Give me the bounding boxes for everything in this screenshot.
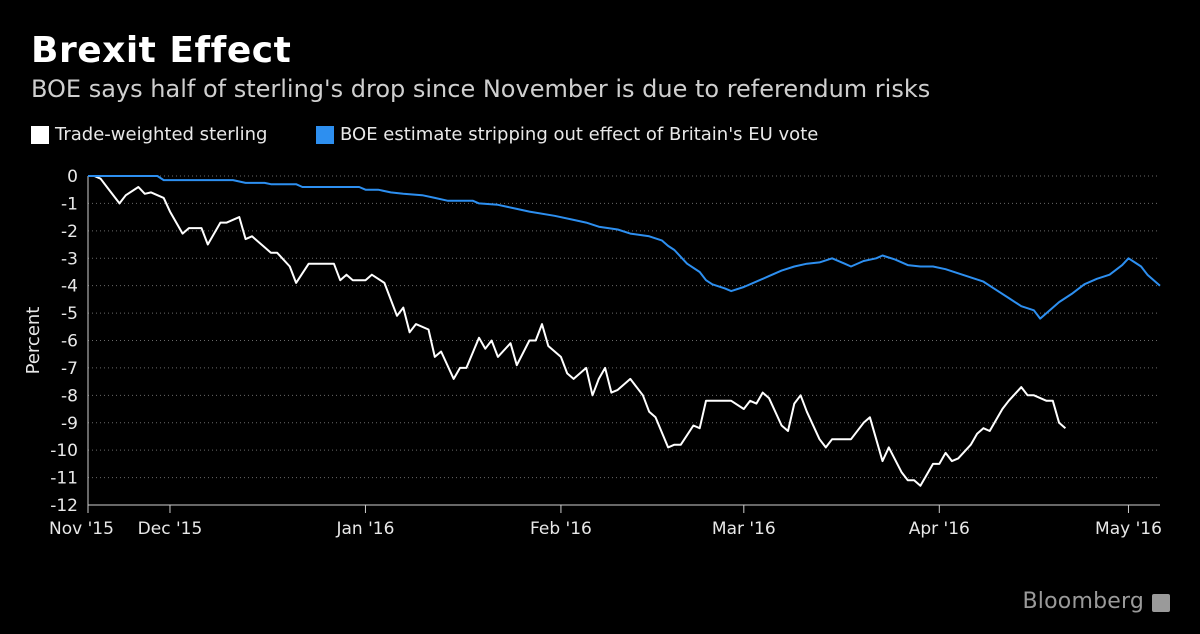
legend-item-trade-weighted: Trade-weighted sterling xyxy=(31,124,267,145)
y-tick-label: -8 xyxy=(61,386,78,406)
x-tick-label: Jan '16 xyxy=(335,519,394,539)
y-tick-label: -10 xyxy=(50,441,78,461)
y-tick-label: -7 xyxy=(61,359,78,379)
y-tick-label: -3 xyxy=(61,249,78,269)
legend-label-trade-weighted: Trade-weighted sterling xyxy=(55,124,268,145)
legend-item-boe-estimate: BOE estimate stripping out effect of Bri… xyxy=(316,124,818,145)
y-tick-label: -11 xyxy=(50,469,78,489)
y-tick-label: -4 xyxy=(61,277,78,297)
y-tick-label: -12 xyxy=(50,496,78,516)
chart-subtitle: BOE says half of sterling's drop since N… xyxy=(31,75,931,103)
x-tick-label: May '16 xyxy=(1095,519,1162,539)
chart-title: Brexit Effect xyxy=(31,30,292,71)
y-tick-label: -2 xyxy=(61,222,78,242)
y-tick-label: 0 xyxy=(67,167,78,187)
bloomberg-logo: Bloomberg xyxy=(1022,589,1144,614)
legend-label-boe-estimate: BOE estimate stripping out effect of Bri… xyxy=(340,124,819,145)
y-axis-label: Percent xyxy=(23,307,44,375)
bloomberg-chat-icon xyxy=(1152,594,1170,612)
y-tick-label: -5 xyxy=(61,304,78,324)
series-line-boe-estimate xyxy=(88,175,1161,320)
x-tick-label: Nov '15 xyxy=(49,519,114,539)
x-tick-label: Dec '15 xyxy=(138,519,203,539)
x-tick-label: Mar '16 xyxy=(712,519,776,539)
x-tick-label: Feb '16 xyxy=(530,519,592,539)
legend-swatch-white xyxy=(31,125,49,144)
legend-swatch-blue xyxy=(316,125,334,144)
x-tick-label: Apr '16 xyxy=(909,519,970,539)
series-line-trade-weighted-sterling xyxy=(88,175,1067,487)
y-tick-label: -1 xyxy=(61,194,78,214)
y-tick-label: -6 xyxy=(61,332,78,352)
y-tick-label: -9 xyxy=(61,414,78,434)
